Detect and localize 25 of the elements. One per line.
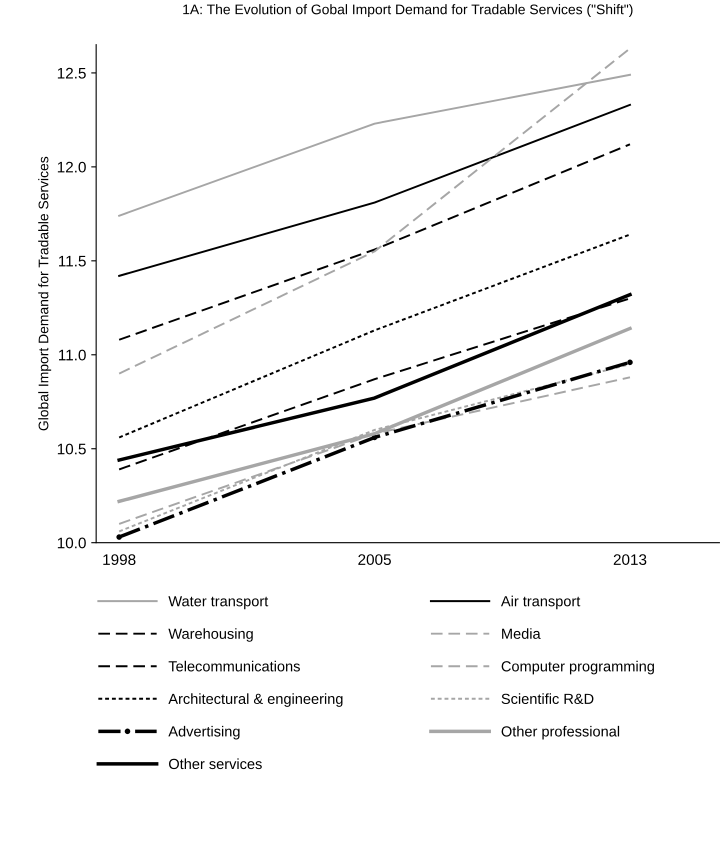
chart-title: 1A: The Evolution of Gobal Import Demand for Tradable Services ("Shift") xyxy=(183,4,633,18)
legend-label: Scientific R&D xyxy=(502,693,594,704)
y-tick-label: 10.5 xyxy=(58,444,86,454)
legend-label: Other professional xyxy=(502,726,620,740)
legend-label: Computer programming xyxy=(502,660,654,674)
point xyxy=(372,434,378,440)
y-tick-label: 11.0 xyxy=(58,350,86,360)
legend-label: Media xyxy=(502,628,541,639)
legend-label: Air transport xyxy=(500,596,580,610)
legend-label: Telecommunications xyxy=(168,660,300,672)
y-tick-label: 10.0 xyxy=(58,538,86,548)
point xyxy=(116,534,122,540)
legend-label: Warehousing xyxy=(168,628,253,642)
x-tick-label: 2013 xyxy=(614,554,646,566)
y-tick-label: 12.0 xyxy=(58,162,86,173)
legend-label: Advertising xyxy=(168,726,240,740)
point xyxy=(627,360,633,366)
x-tick-label: 1998 xyxy=(103,554,136,566)
y-tick-label: 12.5 xyxy=(58,68,86,79)
legend-label: Architectural & engineering xyxy=(168,693,342,707)
y-axis-title: Global Import Demand for Tradable Services xyxy=(38,156,52,430)
y-tick-label: 11.5 xyxy=(58,256,86,267)
legend-label: Water transport xyxy=(168,596,268,610)
x-tick-label: 2005 xyxy=(358,554,391,566)
legend-label: Other services xyxy=(169,758,262,770)
